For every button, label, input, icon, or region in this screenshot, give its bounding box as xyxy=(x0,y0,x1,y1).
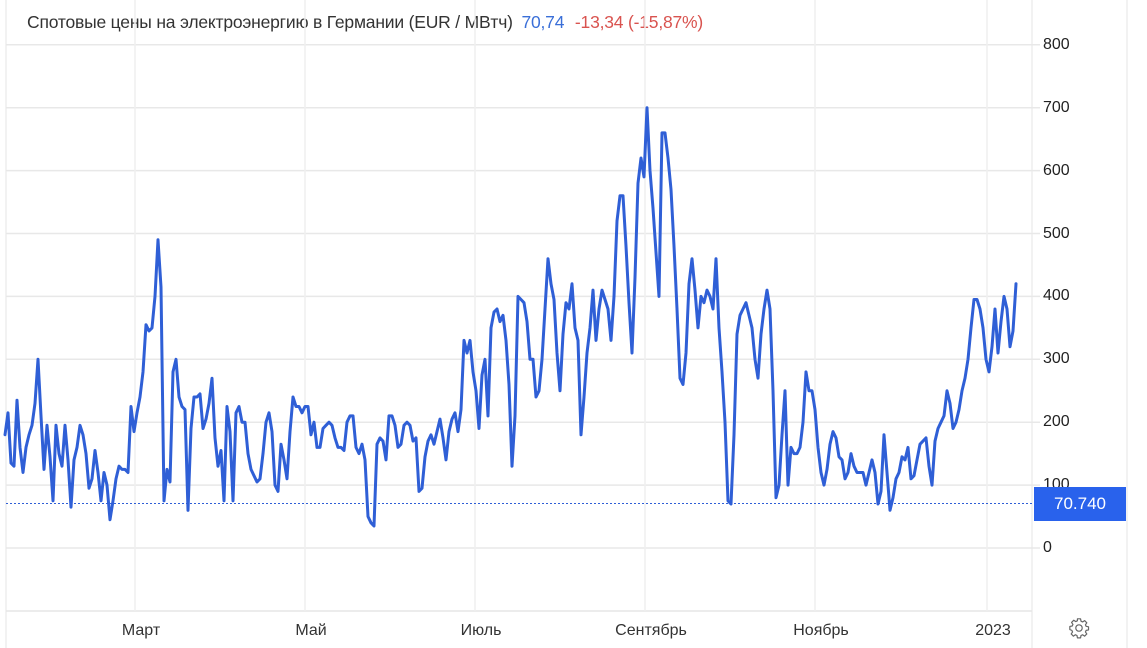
chart-title: Спотовые цены на электроэнергию в Герман… xyxy=(27,12,513,32)
last-price-badge: 70.740 xyxy=(1034,487,1126,521)
gear-icon xyxy=(1069,618,1090,639)
vertical-gridlines xyxy=(134,0,988,611)
y-tick-label: 500 xyxy=(1043,224,1070,242)
chart-title-bar: Спотовые цены на электроэнергию в Герман… xyxy=(27,12,703,33)
x-tick-label: Март xyxy=(121,622,161,639)
y-tick-label: 800 xyxy=(1043,35,1070,53)
y-tick-label: 700 xyxy=(1043,98,1070,116)
x-tick-label: Сентябрь xyxy=(615,622,687,639)
y-tick-label: 400 xyxy=(1043,287,1070,305)
y-tick-label: 0 xyxy=(1043,539,1052,556)
y-tick-label: 600 xyxy=(1043,161,1070,179)
price-change: -13,34 (-15,87%) xyxy=(574,12,704,32)
x-tick-label: 2023 xyxy=(975,622,1011,639)
x-tick-label: Май xyxy=(295,622,327,639)
settings-button[interactable] xyxy=(1068,617,1090,639)
price-line-series xyxy=(3,106,1018,528)
x-tick-label: Ноябрь xyxy=(793,622,849,639)
y-tick-label: 200 xyxy=(1043,413,1070,431)
x-tick-label: Июль xyxy=(460,622,502,639)
y-tick-label: 300 xyxy=(1043,350,1070,368)
last-value: 70,74 xyxy=(521,12,565,32)
horizontal-gridlines xyxy=(6,44,1040,549)
